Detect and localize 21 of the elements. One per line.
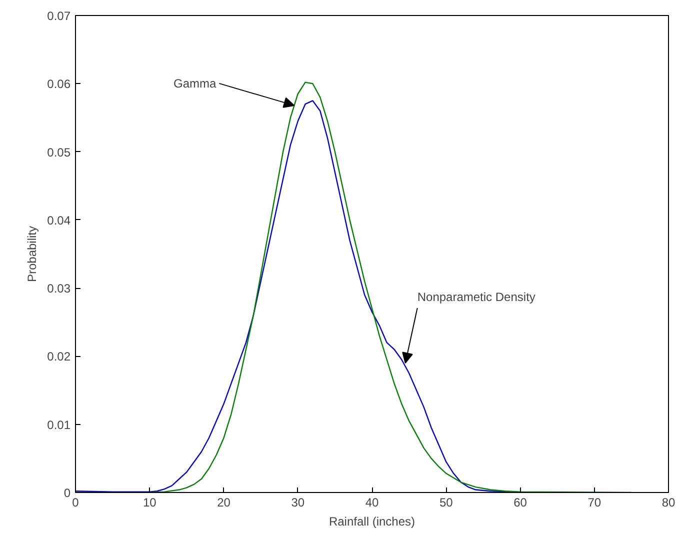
x-tick-label: 50 <box>439 496 454 510</box>
y-tick-label: 0.07 <box>47 9 71 23</box>
y-tick-label: 0.05 <box>47 145 71 160</box>
y-tick-label: 0.03 <box>47 282 71 296</box>
x-tick-label: 40 <box>365 496 379 510</box>
x-tick-label: 20 <box>217 496 231 510</box>
x-tick-label: 60 <box>514 496 528 510</box>
x-tick-label: 0 <box>72 496 80 510</box>
y-tick-label: 0.02 <box>47 350 71 364</box>
y-tick-label: 0.04 <box>47 213 71 228</box>
annotation: Nonparametic Density <box>417 290 536 304</box>
x-tick-label: 70 <box>588 496 602 510</box>
x-tick-label: 80 <box>662 496 676 510</box>
y-axis-title: Probability <box>25 226 40 282</box>
y-tick-label: 0.01 <box>47 418 71 432</box>
y-tick-label: 0 <box>64 486 71 500</box>
x-tick-label: 30 <box>291 496 305 510</box>
y-tick-label: 0.06 <box>47 77 71 92</box>
x-axis-title: Rainfall (inches) <box>328 514 416 528</box>
x-tick-label: 10 <box>142 496 157 510</box>
annotation: Gamma <box>173 76 216 90</box>
